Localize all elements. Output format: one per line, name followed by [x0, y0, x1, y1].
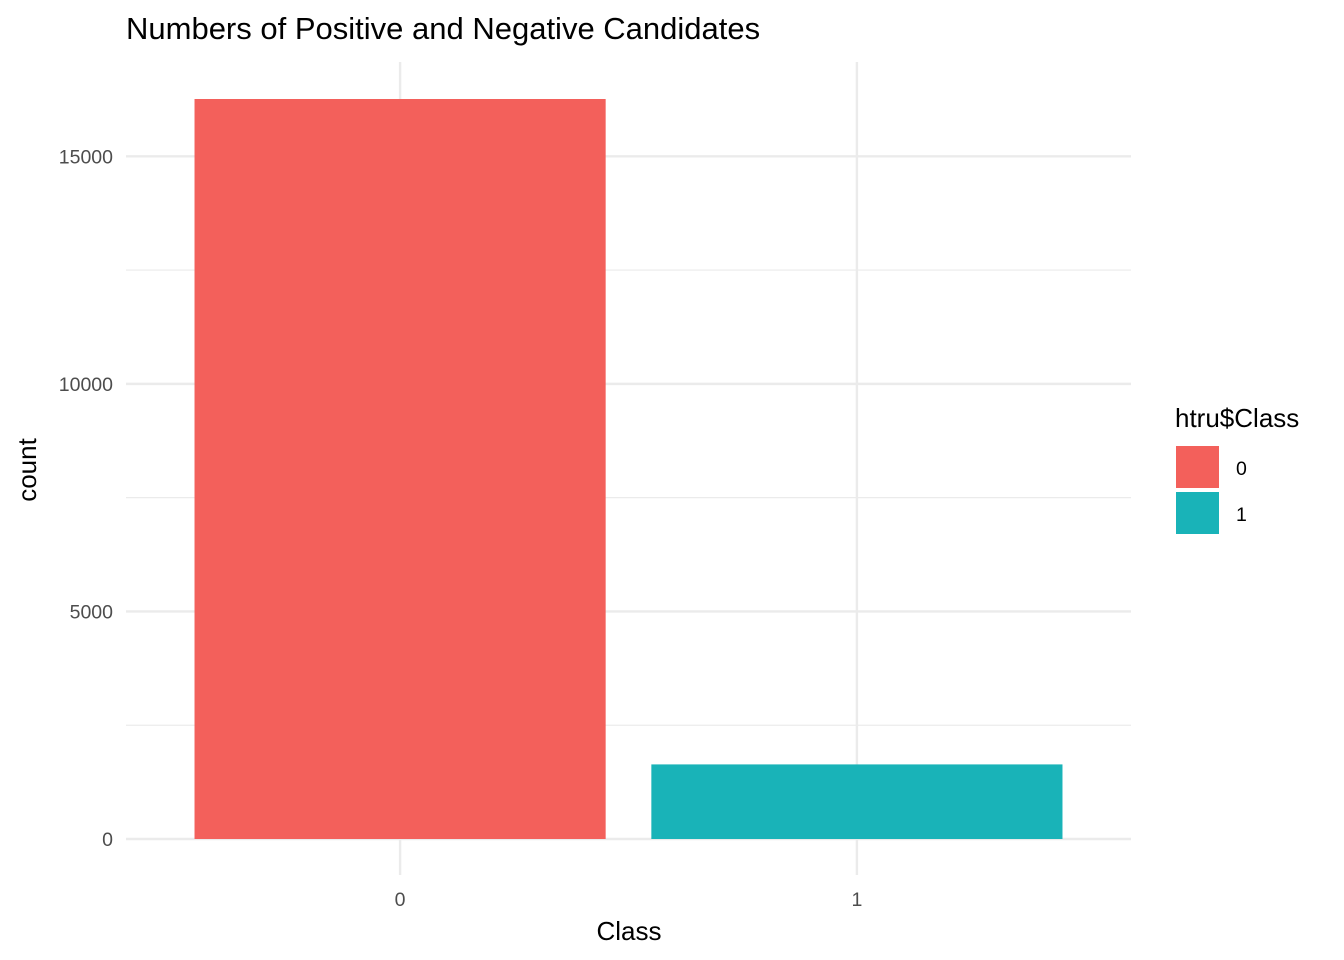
- bar-1: [651, 764, 1063, 839]
- y-tick-label: 10000: [59, 374, 113, 396]
- bar-0: [194, 99, 606, 839]
- x-tick-label: 1: [851, 889, 862, 911]
- x-axis-title: Class: [596, 916, 661, 946]
- y-axis-title: count: [12, 437, 42, 501]
- chart-title: Numbers of Positive and Negative Candida…: [126, 11, 760, 46]
- legend-label-1: 1: [1236, 504, 1247, 526]
- y-tick-label: 0: [102, 829, 113, 851]
- y-tick-label: 5000: [70, 601, 114, 623]
- bars: [194, 99, 1063, 839]
- legend-key-1: [1176, 492, 1219, 534]
- legend-label-0: 0: [1236, 458, 1247, 480]
- y-axis-ticks: 0 5000 10000 15000: [59, 146, 113, 851]
- y-tick-label: 15000: [59, 146, 113, 168]
- legend-title: htru$Class: [1175, 403, 1299, 433]
- legend-key-0: [1176, 446, 1219, 488]
- x-tick-label: 0: [395, 889, 406, 911]
- legend: htru$Class 0 1: [1175, 403, 1299, 534]
